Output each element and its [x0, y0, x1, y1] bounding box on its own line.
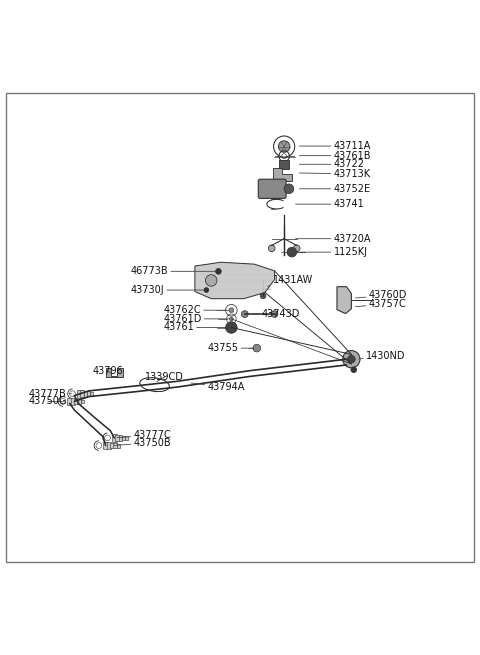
Text: 43777C: 43777C: [117, 430, 171, 440]
Text: 43760D: 43760D: [356, 290, 407, 301]
Text: 43730J: 43730J: [131, 285, 204, 295]
Circle shape: [229, 308, 234, 312]
Polygon shape: [337, 287, 351, 314]
Text: 43761: 43761: [163, 322, 228, 333]
Bar: [110, 443, 114, 449]
Bar: [77, 390, 82, 398]
Text: 43762C: 43762C: [163, 305, 228, 315]
Bar: [279, 160, 289, 169]
Circle shape: [287, 248, 297, 257]
Bar: [84, 391, 87, 397]
Bar: [112, 434, 117, 441]
Text: 1339CD: 1339CD: [145, 372, 184, 382]
Text: 43741: 43741: [296, 199, 364, 209]
Text: 43722: 43722: [300, 159, 365, 169]
Text: 1430ND: 1430ND: [359, 351, 405, 362]
Text: 43720A: 43720A: [296, 234, 371, 244]
Bar: [115, 434, 120, 441]
Text: 43794A: 43794A: [191, 382, 245, 392]
Bar: [67, 398, 72, 405]
Circle shape: [351, 367, 357, 373]
Text: 43713K: 43713K: [300, 169, 371, 179]
Text: 43761D: 43761D: [163, 314, 228, 324]
Text: 43755: 43755: [207, 343, 254, 353]
Bar: [107, 442, 111, 449]
Bar: [87, 391, 90, 396]
Circle shape: [229, 317, 233, 321]
Circle shape: [226, 322, 237, 333]
Circle shape: [204, 288, 209, 293]
Circle shape: [260, 293, 266, 299]
Circle shape: [216, 269, 221, 274]
Text: 43752E: 43752E: [300, 184, 371, 194]
Bar: [77, 399, 81, 404]
Text: 43750B: 43750B: [114, 438, 171, 448]
Text: 1431AW: 1431AW: [268, 276, 313, 286]
Text: 43761B: 43761B: [300, 151, 371, 160]
Circle shape: [253, 345, 261, 352]
Text: 43750G: 43750G: [29, 396, 67, 406]
Circle shape: [284, 184, 294, 194]
Bar: [81, 400, 84, 403]
Text: 43796: 43796: [92, 365, 123, 376]
Bar: [71, 398, 75, 405]
Text: 43777B: 43777B: [29, 388, 72, 399]
Circle shape: [348, 356, 355, 363]
Text: 43711A: 43711A: [300, 141, 371, 151]
Circle shape: [205, 274, 217, 286]
Bar: [90, 392, 93, 396]
Bar: [119, 435, 122, 441]
Text: 46773B: 46773B: [131, 267, 216, 276]
Circle shape: [271, 310, 278, 318]
Text: 43743D: 43743D: [253, 309, 300, 319]
Polygon shape: [273, 168, 292, 181]
Polygon shape: [195, 262, 275, 299]
Bar: [103, 441, 108, 449]
Text: 43757C: 43757C: [356, 299, 407, 309]
Bar: [117, 443, 120, 447]
Bar: [80, 390, 84, 397]
Circle shape: [293, 245, 300, 252]
Bar: [113, 443, 117, 448]
Polygon shape: [106, 368, 123, 377]
Circle shape: [278, 141, 290, 153]
Bar: [125, 436, 128, 440]
Bar: [74, 398, 78, 404]
Text: 1125KJ: 1125KJ: [297, 247, 368, 257]
Circle shape: [241, 310, 248, 318]
Circle shape: [268, 245, 275, 252]
Circle shape: [343, 350, 360, 368]
Bar: [122, 436, 125, 440]
FancyBboxPatch shape: [258, 179, 286, 198]
